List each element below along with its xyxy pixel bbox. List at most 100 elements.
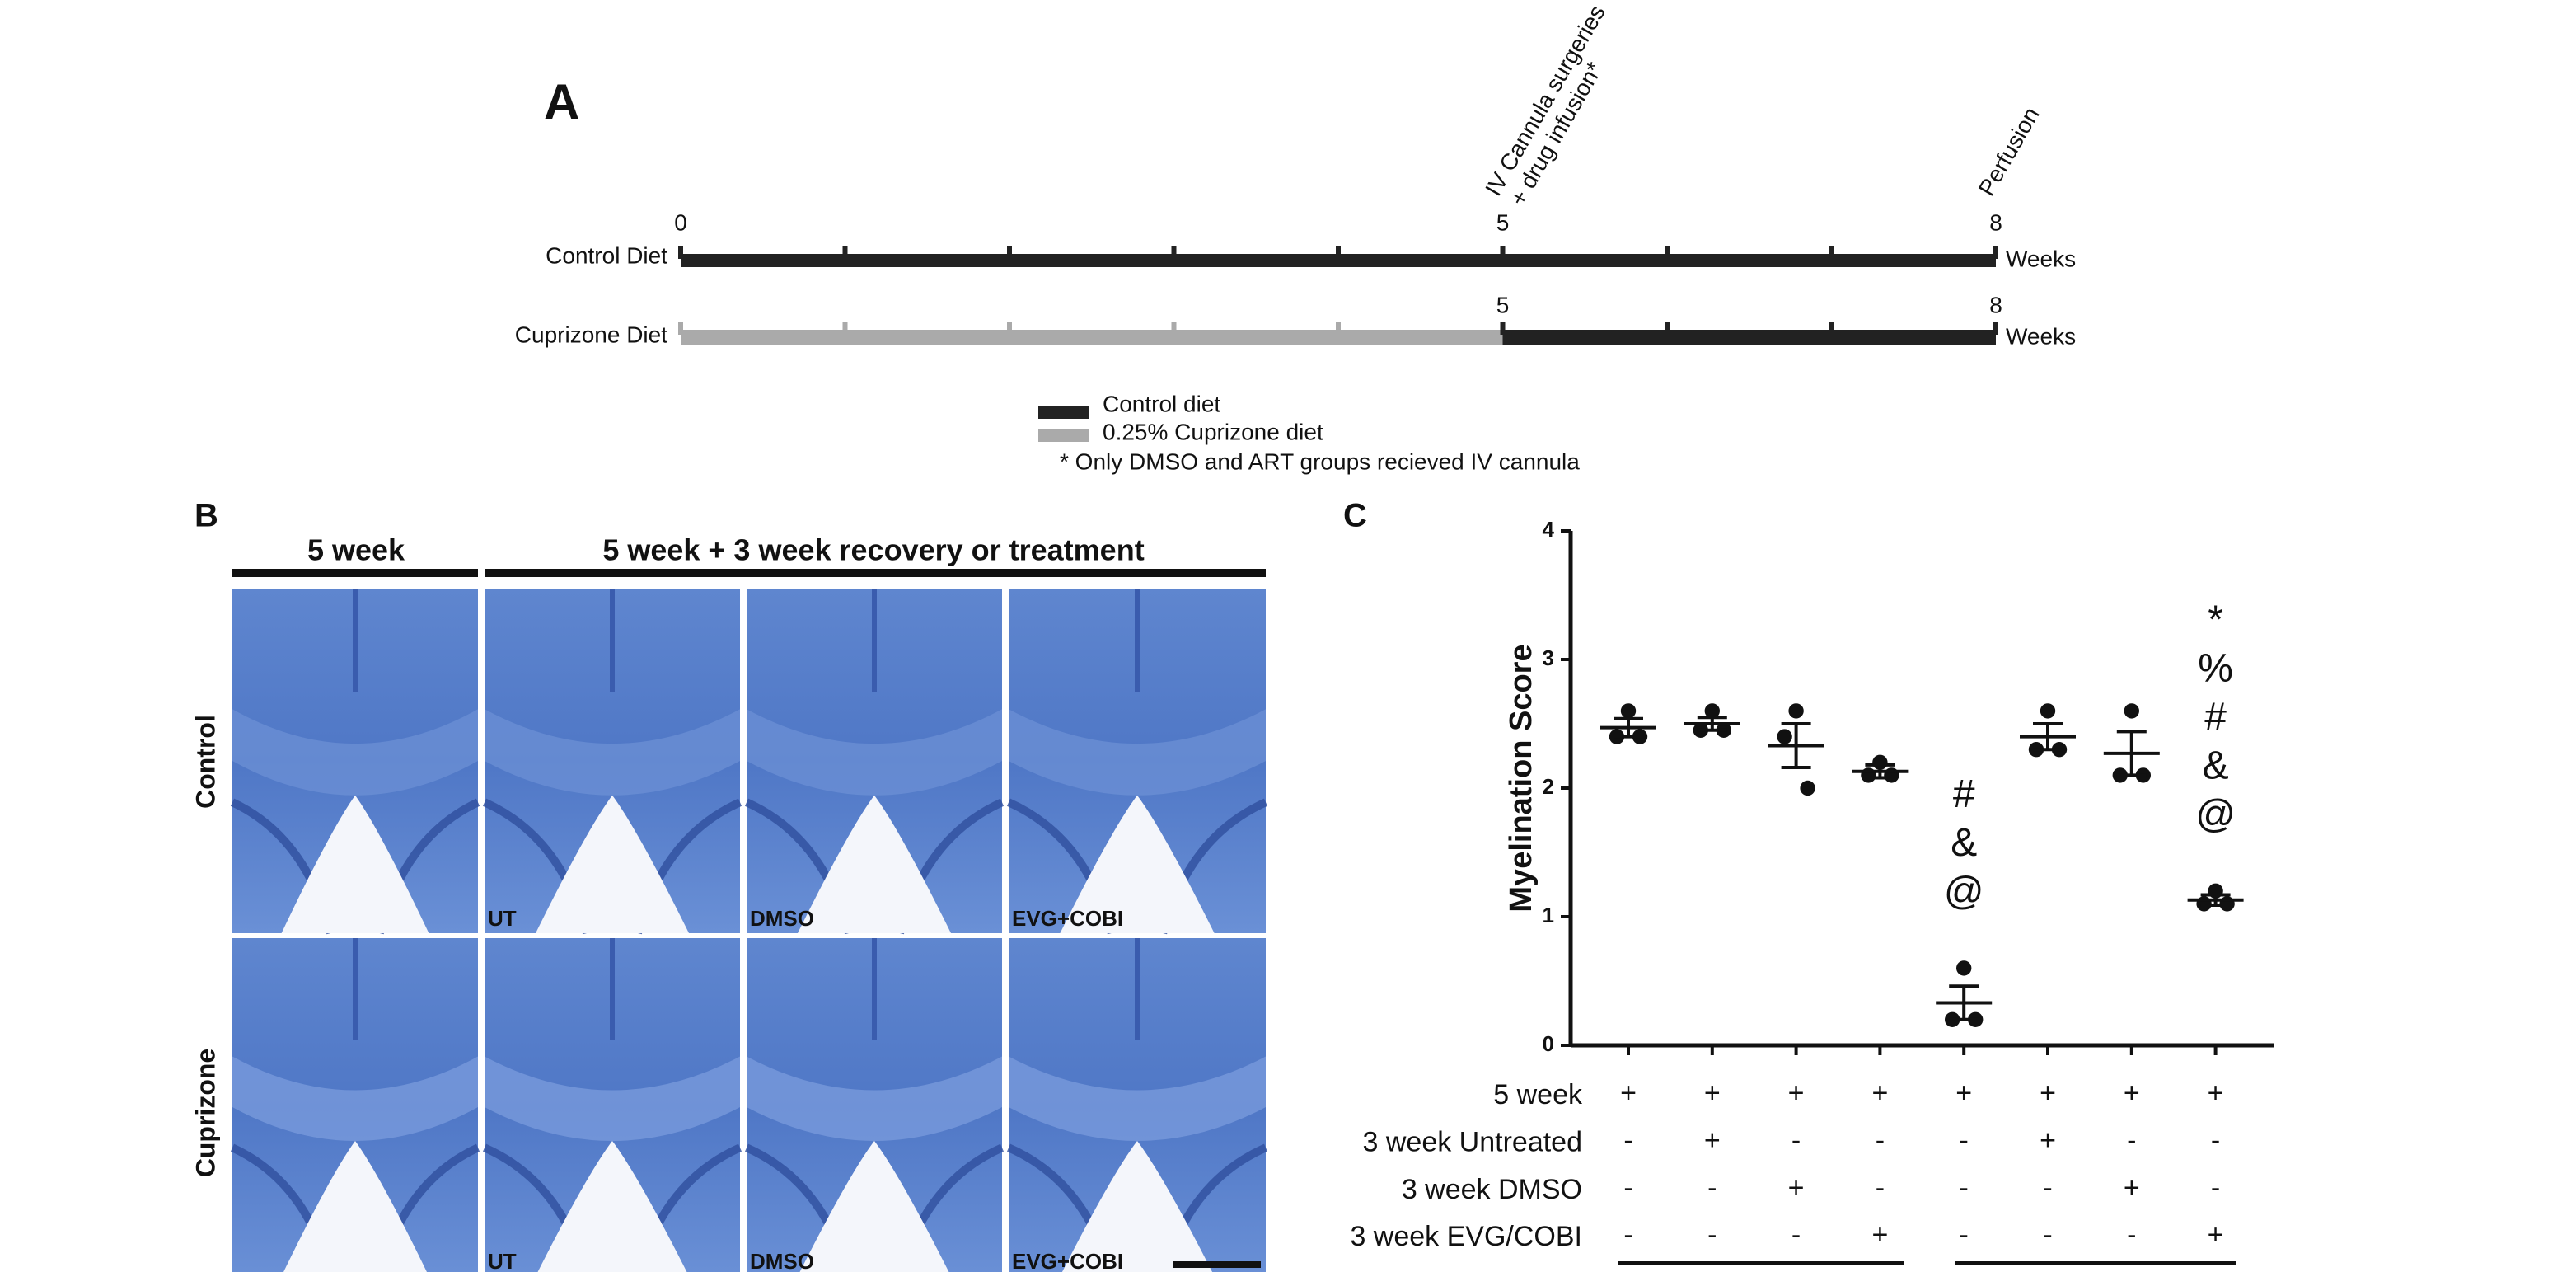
page: { "panel_a": { "letter": "A", "control":… bbox=[0, 0, 2576, 1272]
image-label: UT bbox=[488, 1249, 517, 1272]
legend-label: Control diet bbox=[1103, 391, 1220, 416]
condition-mark: - bbox=[1791, 1124, 1801, 1156]
timeline-tick bbox=[1336, 322, 1341, 335]
data-point bbox=[1788, 703, 1803, 718]
timeline-tick bbox=[1336, 246, 1341, 259]
significance-mark: # bbox=[1953, 772, 1975, 816]
condition-mark: + bbox=[1620, 1077, 1637, 1109]
timeline-tick bbox=[1829, 246, 1834, 259]
panel-letter: C bbox=[1343, 498, 1367, 534]
condition-mark: - bbox=[2127, 1124, 2136, 1156]
timeline-tick bbox=[1993, 322, 1998, 335]
condition-label: 3 week DMSO bbox=[1402, 1174, 1582, 1205]
timeline-tick bbox=[1501, 246, 1506, 259]
row-label: Control bbox=[190, 715, 220, 809]
condition-mark: + bbox=[2208, 1077, 2224, 1109]
timeline-tick bbox=[1172, 246, 1177, 259]
condition-mark: + bbox=[2124, 1077, 2140, 1109]
significance-mark: % bbox=[2198, 646, 2233, 690]
timeline-label: 5 bbox=[1496, 292, 1510, 317]
timeline-tick bbox=[1665, 322, 1670, 335]
condition-mark: - bbox=[1623, 1172, 1632, 1204]
significance-mark: # bbox=[2204, 695, 2227, 739]
row-label: Cuprizone bbox=[190, 1049, 220, 1177]
image-label: DMSO bbox=[750, 906, 814, 931]
event-label: Perfusion bbox=[1974, 103, 2044, 200]
header-rule bbox=[485, 569, 1266, 577]
figure: A Control Diet Cuprizone Diet Weeks Week… bbox=[0, 0, 2576, 1272]
condition-mark: + bbox=[2040, 1077, 2056, 1109]
data-point bbox=[1956, 960, 1971, 975]
timeline-tick bbox=[1665, 246, 1670, 259]
scale-bar bbox=[1173, 1261, 1261, 1268]
row-label: Control Diet bbox=[546, 242, 667, 268]
timeline-tick bbox=[1993, 246, 1998, 259]
timeline-bar bbox=[681, 330, 1503, 345]
condition-mark: - bbox=[2211, 1124, 2220, 1156]
y-tick-label: 1 bbox=[1543, 903, 1554, 927]
unit-label: Weeks bbox=[2006, 323, 2076, 349]
image-label: DMSO bbox=[750, 1249, 814, 1272]
condition-mark: + bbox=[2124, 1172, 2140, 1204]
condition-mark: + bbox=[1871, 1077, 1888, 1109]
significance-mark: * bbox=[2208, 598, 2223, 641]
condition-mark: - bbox=[1791, 1219, 1801, 1251]
y-tick-label: 4 bbox=[1543, 517, 1555, 542]
condition-mark: - bbox=[2211, 1172, 2220, 1204]
y-tick-label: 2 bbox=[1543, 774, 1554, 799]
condition-mark: - bbox=[2127, 1219, 2136, 1251]
condition-mark: + bbox=[2208, 1219, 2224, 1251]
significance-mark: & bbox=[1951, 821, 1977, 865]
condition-mark: + bbox=[1704, 1124, 1721, 1156]
condition-mark: - bbox=[1876, 1124, 1885, 1156]
condition-mark: - bbox=[2043, 1219, 2052, 1251]
legend-label: 0.25% Cuprizone diet bbox=[1103, 419, 1323, 444]
condition-mark: - bbox=[1707, 1219, 1717, 1251]
condition-mark: + bbox=[1955, 1077, 1972, 1109]
timeline-tick bbox=[1172, 322, 1177, 335]
header-rule bbox=[232, 569, 478, 577]
condition-label: 3 week Untreated bbox=[1363, 1126, 1583, 1157]
condition-mark: - bbox=[1876, 1172, 1885, 1204]
timeline-bar bbox=[1503, 330, 1997, 345]
condition-mark: - bbox=[1707, 1172, 1717, 1204]
panel-letter: A bbox=[544, 74, 579, 129]
column-header: 5 week + 3 week recovery or treatment bbox=[602, 533, 1144, 567]
condition-mark: + bbox=[2040, 1124, 2056, 1156]
column-header: 5 week bbox=[307, 533, 405, 567]
panel-letter: B bbox=[194, 498, 218, 534]
timeline-label: 0 bbox=[674, 209, 687, 235]
data-point bbox=[2040, 703, 2055, 718]
timeline-tick bbox=[678, 322, 683, 335]
data-point bbox=[1800, 781, 1815, 796]
legend-swatch bbox=[1038, 406, 1089, 419]
footnote: * Only DMSO and ART groups recieved IV c… bbox=[1060, 448, 1580, 474]
condition-mark: - bbox=[1960, 1124, 1969, 1156]
image-label: EVG+COBI bbox=[1012, 906, 1123, 931]
condition-mark: - bbox=[1623, 1124, 1632, 1156]
timeline-tick bbox=[678, 246, 683, 259]
image-label: EVG+COBI bbox=[1012, 1249, 1123, 1272]
timeline-tick bbox=[1007, 246, 1012, 259]
condition-mark: + bbox=[1788, 1077, 1805, 1109]
condition-mark: - bbox=[1960, 1172, 1969, 1204]
condition-mark: - bbox=[1623, 1219, 1632, 1251]
timeline-tick bbox=[1007, 322, 1012, 335]
significance-mark: @ bbox=[2195, 792, 2236, 836]
row-label: Cuprizone Diet bbox=[515, 322, 667, 347]
condition-mark: - bbox=[1960, 1219, 1969, 1251]
timeline-label: 8 bbox=[1989, 292, 2002, 317]
data-point bbox=[2124, 703, 2139, 718]
data-point bbox=[1777, 729, 1791, 744]
condition-label: 3 week EVG/COBI bbox=[1350, 1221, 1582, 1252]
condition-mark: - bbox=[2043, 1172, 2052, 1204]
significance-mark: @ bbox=[1944, 870, 1984, 913]
condition-mark: + bbox=[1704, 1077, 1721, 1109]
timeline-tick bbox=[843, 246, 848, 259]
timeline-tick bbox=[1829, 322, 1834, 335]
unit-label: Weeks bbox=[2006, 246, 2076, 271]
y-axis-label: Myelination Score bbox=[1504, 644, 1539, 912]
timeline-tick bbox=[843, 322, 848, 335]
image-label: UT bbox=[488, 906, 517, 931]
timeline-tick bbox=[1501, 322, 1506, 335]
